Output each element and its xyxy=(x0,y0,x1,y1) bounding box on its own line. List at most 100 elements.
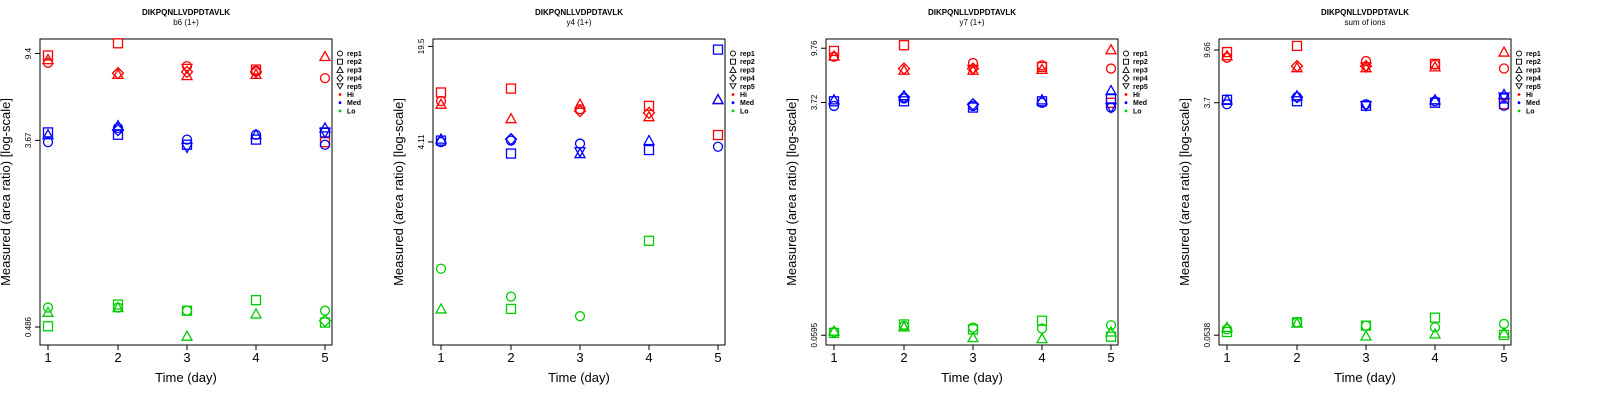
data-point-hi-rep4 xyxy=(897,62,911,75)
legend-marker-Med xyxy=(1517,101,1521,105)
data-point-lo-rep2 xyxy=(1036,315,1048,326)
chart-title: DIKPQNLLVDPDTAVLK xyxy=(1321,8,1409,17)
data-point-hi-rep4 xyxy=(249,65,263,79)
data-point-med-rep5 xyxy=(1104,102,1118,114)
data-point-hi-rep5 xyxy=(966,64,980,76)
y-axis-label: Measured (area ratio) [log-scale] xyxy=(786,98,799,286)
data-point-lo-rep4 xyxy=(318,314,332,328)
data-point-lo-rep3 xyxy=(897,320,911,332)
data-point-med-rep3 xyxy=(318,121,332,133)
data-point-hi-rep4 xyxy=(180,65,194,79)
x-tick-label: 2 xyxy=(114,350,121,365)
data-point-med-rep1 xyxy=(319,139,331,150)
data-point-hi-rep4 xyxy=(1290,59,1304,73)
y-axis-label: Measured (area ratio) [log-scale] xyxy=(393,98,406,286)
data-point-lo-rep2 xyxy=(1105,331,1117,342)
data-point-lo-rep1 xyxy=(1105,320,1117,331)
data-point-hi-rep4 xyxy=(642,106,656,120)
y-tick-label: 19.5 xyxy=(417,38,426,54)
data-point-lo-rep3 xyxy=(827,324,841,336)
legend-label: rep3 xyxy=(740,67,755,74)
x-tick-label: 5 xyxy=(1107,350,1114,365)
legend-label: rep5 xyxy=(1526,84,1541,91)
data-point-med-rep2 xyxy=(250,134,262,145)
legend-label: rep1 xyxy=(347,51,362,58)
data-point-hi-rep2 xyxy=(42,50,54,61)
legend-marker-Med xyxy=(338,101,342,105)
chart-subtitle: b6 (1+) xyxy=(173,18,199,27)
data-point-hi-rep2 xyxy=(828,45,840,57)
legend-marker-rep1 xyxy=(1516,50,1522,57)
legend-marker-rep4 xyxy=(729,73,737,83)
data-point-lo-rep3 xyxy=(1497,326,1511,338)
data-point-hi-rep1 xyxy=(1498,63,1510,74)
data-point-hi-rep2 xyxy=(505,83,517,94)
legend-label: rep5 xyxy=(347,84,362,91)
legend-marker-Lo xyxy=(1517,109,1521,113)
legend-label: Hi xyxy=(1133,92,1140,99)
y-tick-label: 9.66 xyxy=(1203,42,1212,58)
data-point-med-rep3 xyxy=(1497,88,1511,100)
data-point-med-rep3 xyxy=(1035,93,1049,105)
data-point-lo-rep1 xyxy=(435,263,447,274)
x-axis-label: Time (day) xyxy=(941,370,1003,385)
x-tick-label: 2 xyxy=(900,350,907,365)
data-point-hi-rep3 xyxy=(1104,43,1118,55)
data-point-lo-rep1 xyxy=(505,291,517,302)
y-tick-label: 0.0595 xyxy=(810,322,819,347)
legend-marker-rep1 xyxy=(730,50,736,57)
plot-frame xyxy=(825,38,1119,346)
data-point-hi-rep4 xyxy=(573,104,587,118)
plot-frame xyxy=(39,38,333,346)
data-point-med-rep4 xyxy=(966,97,980,111)
x-tick-label: 3 xyxy=(576,350,583,365)
chart-title: DIKPQNLLVDPDTAVLK xyxy=(142,8,230,17)
data-point-lo-rep3 xyxy=(1359,329,1373,341)
legend-marker-rep3 xyxy=(1122,65,1130,73)
x-axis-label: Time (day) xyxy=(155,370,217,385)
data-point-lo-rep1 xyxy=(574,311,586,322)
data-point-hi-rep1 xyxy=(1360,55,1372,67)
data-point-lo-rep3 xyxy=(1290,316,1304,328)
legend-marker-rep5 xyxy=(1515,83,1523,90)
legend-label: rep1 xyxy=(740,51,755,58)
data-point-hi-rep3 xyxy=(249,68,263,80)
y-tick-label: 9.4 xyxy=(24,47,33,59)
legend-label: Med xyxy=(1133,100,1147,107)
data-point-hi-rep3 xyxy=(573,97,587,109)
data-point-lo-rep1 xyxy=(319,305,331,316)
data-point-lo-rep3 xyxy=(41,305,55,317)
data-point-med-rep5 xyxy=(1497,92,1511,104)
legend-label: Hi xyxy=(1526,92,1533,99)
data-point-hi-rep2 xyxy=(1291,40,1303,52)
data-point-hi-rep4 xyxy=(111,66,125,80)
data-point-lo-rep3 xyxy=(1035,332,1049,344)
data-point-med-rep3 xyxy=(642,134,656,146)
x-tick-label: 2 xyxy=(507,350,514,365)
data-point-lo-rep2 xyxy=(42,321,54,332)
data-point-hi-rep2 xyxy=(250,64,262,75)
data-point-med-rep2 xyxy=(828,96,840,107)
data-point-hi-rep2 xyxy=(1036,61,1048,73)
x-tick-label: 4 xyxy=(1038,350,1045,365)
data-point-lo-rep1 xyxy=(181,305,193,316)
data-point-med-rep2 xyxy=(42,127,54,138)
data-point-hi-rep1 xyxy=(967,57,979,69)
legend-marker-rep3 xyxy=(336,65,344,73)
data-point-hi-rep5 xyxy=(180,63,194,75)
data-point-med-rep2 xyxy=(967,102,979,113)
legend-label: Lo xyxy=(1133,108,1142,115)
data-point-hi-rep2 xyxy=(1429,58,1441,70)
legend-label: Med xyxy=(347,100,361,107)
data-point-lo-rep3 xyxy=(249,307,263,319)
legend-label: Lo xyxy=(1526,108,1535,115)
data-point-med-rep4 xyxy=(1290,90,1304,104)
data-point-med-rep3 xyxy=(41,128,55,140)
x-tick-label: 5 xyxy=(1500,350,1507,365)
x-tick-label: 3 xyxy=(969,350,976,365)
data-point-med-rep4 xyxy=(504,132,518,146)
